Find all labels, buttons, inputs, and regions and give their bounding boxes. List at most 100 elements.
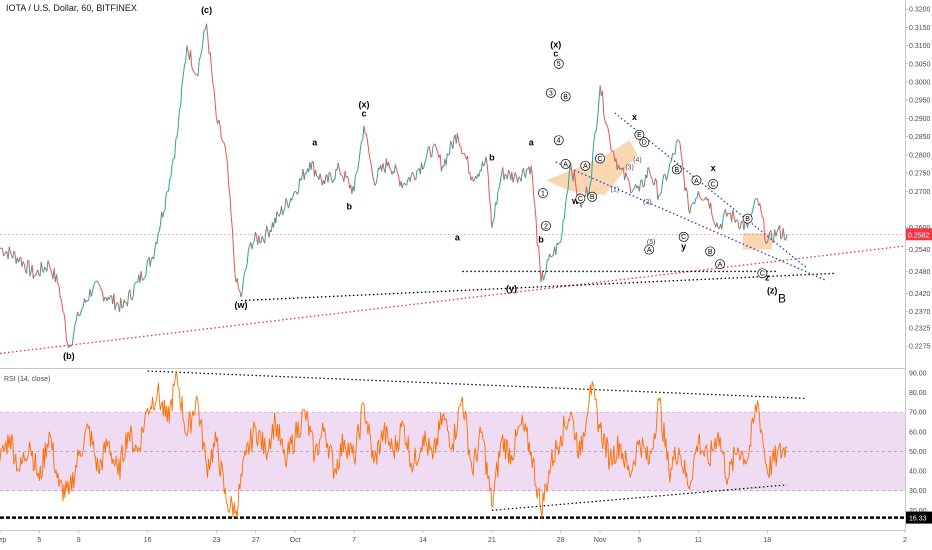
price-segment	[286, 201, 289, 209]
price-segment	[373, 180, 376, 186]
price-segment	[37, 269, 40, 276]
price-segment	[707, 198, 710, 209]
price-segment	[654, 178, 658, 182]
rsi-tick-label: 60.00	[909, 429, 927, 436]
price-segment	[209, 52, 212, 69]
price-segment	[47, 260, 50, 265]
price-segment	[287, 205, 290, 209]
price-segment	[683, 173, 686, 192]
price-segment	[241, 279, 244, 292]
price-segment	[677, 139, 679, 141]
price-segment	[415, 170, 418, 180]
price-segment	[763, 217, 766, 240]
rsi-tick-label: 20.00	[909, 508, 927, 515]
circled-wave-label: B	[590, 194, 595, 201]
price-segment	[766, 238, 769, 243]
price-segment	[102, 291, 105, 302]
wave-label: (y)	[506, 283, 517, 293]
price-segment	[164, 194, 167, 210]
price-segment	[752, 205, 755, 212]
price-segment	[563, 203, 567, 219]
price-segment	[551, 254, 554, 257]
price-segment	[514, 172, 517, 177]
rsi-current-label: 16.33	[909, 516, 927, 523]
price-segment	[565, 194, 568, 204]
wave-label: (w)	[235, 300, 248, 310]
time-tick-label: 2	[903, 537, 907, 544]
price-segment	[504, 173, 507, 176]
price-segment	[283, 207, 286, 211]
price-segment	[605, 123, 608, 126]
price-segment	[382, 163, 385, 169]
price-axis[interactable]: 0.22750.23250.23700.24200.24800.25400.26…	[0, 7, 932, 351]
price-segment	[690, 203, 693, 206]
price-segment	[549, 253, 552, 258]
price-segment	[93, 282, 96, 287]
price-segment	[772, 229, 776, 243]
price-segment	[73, 324, 76, 334]
rsi-axis[interactable]: 90.00 80.00 70.00 60.00 50.00 40.00 30.00 20.00…	[906, 370, 932, 524]
price-segment	[179, 104, 182, 111]
price-segment	[567, 171, 570, 189]
price-segment	[522, 167, 525, 174]
price-segment	[230, 216, 233, 230]
price-segment	[555, 242, 558, 256]
price-segment	[445, 153, 448, 166]
time-tick-label: 21	[488, 537, 496, 544]
price-segment	[9, 251, 13, 256]
price-segment	[589, 179, 592, 185]
price-segment	[334, 169, 337, 180]
price-segment	[227, 163, 230, 187]
rsi-tick-label: 90.00	[909, 370, 927, 377]
price-segment	[154, 241, 157, 251]
price-segment	[260, 236, 263, 243]
price-segment	[699, 196, 702, 199]
price-tick-label: 0.3200	[909, 7, 931, 14]
price-segment	[288, 198, 292, 206]
price-segment	[233, 251, 236, 274]
price-segment	[492, 217, 495, 222]
price-segment	[206, 23, 209, 37]
price-segment	[142, 277, 145, 281]
price-segment	[74, 320, 77, 325]
price-segment	[681, 163, 685, 174]
circled-wave-label: B	[674, 167, 679, 174]
price-segment	[506, 170, 509, 180]
time-axis[interactable]: Sep 5 9 16 23 27 Oct 7 14 21 28 Nov 5 11 18 2	[0, 530, 907, 544]
price-segment	[220, 137, 224, 142]
price-segment	[458, 140, 461, 146]
price-segment	[711, 214, 714, 221]
price-segment	[162, 211, 165, 218]
price-segment	[590, 155, 594, 180]
price-segment	[258, 235, 261, 244]
circled-wave-label: 1	[541, 191, 545, 198]
price-segment	[276, 211, 279, 216]
rsi-title: RSI (14, close)	[4, 376, 50, 383]
price-segment	[597, 103, 600, 119]
circled-wave-label: 4	[557, 138, 561, 145]
price-segment	[181, 76, 184, 85]
circled-wave-label: C	[578, 196, 583, 203]
price-segment	[384, 158, 387, 174]
price-tick-label: 0.2325	[909, 325, 931, 332]
rsi-lower-black	[491, 484, 788, 511]
price-segment	[344, 170, 347, 178]
price-segment	[190, 50, 193, 68]
circled-wave-marker	[545, 87, 556, 98]
price-segment	[62, 310, 65, 313]
price-segment	[615, 158, 618, 170]
price-segment	[94, 281, 96, 283]
price-segment	[737, 220, 740, 229]
price-tick-label: 0.2950	[909, 98, 931, 105]
price-segment	[416, 169, 419, 172]
wave-label: z	[765, 273, 770, 283]
price-segment	[759, 203, 762, 212]
price-segment	[365, 133, 369, 143]
circled-wave-label: B	[745, 216, 750, 223]
price-segment	[81, 306, 84, 309]
price-segment	[358, 149, 361, 162]
price-segment	[96, 280, 99, 283]
price-segment	[512, 176, 515, 183]
price-segment	[650, 174, 653, 178]
price-segment	[370, 164, 374, 176]
